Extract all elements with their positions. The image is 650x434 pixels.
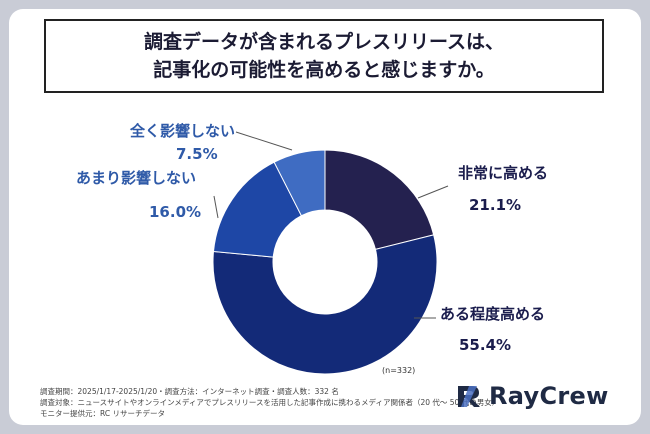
raycrew-logo: RayCrew: [455, 382, 609, 410]
sample-size-note: (n=332): [382, 366, 416, 375]
title-line-1: 調査データが含まれるプレスリリースは、: [143, 31, 505, 53]
title-box: 調査データが含まれるプレスリリースは、 記事化の可能性を高めると感じますか。: [44, 19, 604, 93]
value-very-high: 21.1%: [469, 196, 522, 214]
footer-line-2: 調査対象：ニュースサイトやオンラインメディアでプレスリリースを活用した記事作成に…: [40, 398, 500, 407]
label-somewhat-high: ある程度高める: [440, 305, 546, 323]
label-no-effect: 全く影響しない: [130, 122, 236, 140]
leader-no-effect: [235, 131, 293, 151]
leader-very-high: [417, 185, 449, 199]
raycrew-logo-text: RayCrew: [489, 382, 609, 410]
slice-very-high: [324, 149, 435, 250]
label-very-high-text: 非常に高める: [458, 164, 549, 182]
raycrew-logo-icon: [458, 386, 480, 407]
value-little-effect: 16.0%: [149, 203, 202, 221]
slice-no-effect: [273, 149, 326, 217]
value-somewhat-high: 55.4%: [459, 336, 512, 354]
leader-little-effect: [213, 195, 219, 219]
label-little-effect: あまり影響しない: [76, 169, 197, 187]
slice-somewhat-high: [212, 234, 438, 375]
title-line-2: 記事化の可能性を高めると感じますか。: [153, 59, 495, 81]
label-very-high: 非常に高める: [458, 162, 548, 183]
footer-line-1: 調査期間：2025/1/17-2025/1/20・調査方法：インターネット調査・…: [40, 387, 339, 396]
value-no-effect: 7.5%: [176, 145, 218, 163]
footer-line-3: モニター提供元：RC リサーチデータ: [40, 409, 165, 418]
